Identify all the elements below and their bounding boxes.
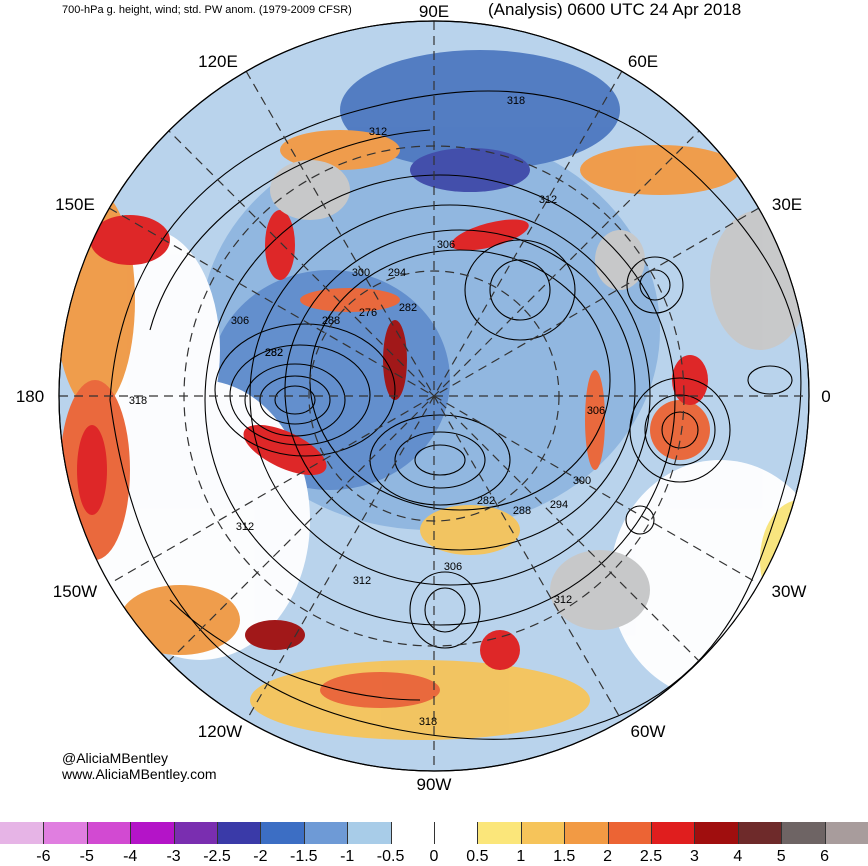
colorbar-swatch (86, 822, 131, 844)
colorbar-swatch (434, 822, 478, 844)
colorbar-swatch (651, 822, 695, 844)
author-handle: @AliciaMBentley (62, 750, 169, 766)
contour-label: 306 (444, 561, 462, 573)
colorbar-tick-label: 0.5 (466, 848, 489, 865)
colorbar-tick-label: -2.5 (203, 848, 231, 865)
contour-label: 276 (359, 307, 377, 319)
colorbar-tick-label: -1 (340, 848, 355, 865)
colorbar-swatch (260, 822, 304, 844)
contour-label: 318 (419, 716, 437, 728)
lon-label-120w: 120W (198, 722, 242, 741)
contour-label: 294 (550, 499, 568, 511)
colorbar-tick-label: 1.5 (553, 848, 576, 865)
lon-label-60e: 60E (628, 52, 658, 71)
contour-label: 282 (477, 495, 495, 507)
colorbar-tick-label: -0.5 (376, 848, 405, 865)
colorbar-swatch (43, 822, 87, 844)
colorbar-tick-label: -3 (166, 848, 181, 865)
author-website: www.AliciaMBentley.com (62, 766, 217, 782)
colorbar-swatch (173, 822, 217, 844)
lon-label-150e: 150E (55, 195, 95, 214)
lon-label-90e: 90E (419, 2, 449, 21)
colorbar-swatch (824, 822, 868, 844)
lon-label-150w: 150W (53, 582, 97, 601)
colorbar-tick-label: 3 (689, 848, 699, 865)
contour-label: 288 (513, 505, 531, 517)
contour-label: 282 (399, 302, 417, 314)
contour-label: 312 (554, 594, 572, 606)
lon-label-30e: 30E (772, 195, 802, 214)
colorbar-swatch (217, 822, 261, 844)
height-contours (109, 90, 802, 740)
colorbar-tick-label: 0 (429, 848, 439, 865)
colorbar-tick-label: 1 (516, 848, 526, 865)
lon-label-90w: 90W (417, 775, 452, 794)
pw-anomaly-field (59, 50, 809, 740)
lon-label-120e: 120E (198, 52, 238, 71)
pw-anomaly-colorbar: -6 -5 -4 -3 -2.5 -2 -1.5 -1 -0.5 0 0.5 1 1.5 2 2.5 3 4 5 6 (0, 822, 868, 865)
colorbar-swatch (0, 822, 44, 844)
product-title: 700-hPa g. height, wind; std. PW anom. (… (62, 4, 352, 16)
lon-label-180: 180 (16, 387, 44, 406)
contour-labels: 318 312 312 306 300 294 282 288 276 282 … (129, 95, 605, 728)
colorbar-swatch (130, 822, 174, 844)
lon-label-60w: 60W (631, 722, 666, 741)
colorbar-swatch (737, 822, 782, 844)
colorbar-tick-label: -5 (79, 848, 94, 865)
longitude-labels: 90E 60E 120E 150E 30E 180 0 150W 30W 120… (16, 2, 831, 794)
colorbar-swatch (347, 822, 391, 844)
contour-label: 294 (388, 267, 406, 279)
contour-label: 312 (236, 521, 254, 533)
valid-time-title: (Analysis) 0600 UTC 24 Apr 2018 (488, 0, 742, 19)
contour-label: 306 (231, 315, 249, 327)
contour-label: 306 (587, 405, 605, 417)
colorbar-swatch (607, 822, 651, 844)
colorbar-tick-label: -6 (36, 848, 51, 865)
lon-label-0: 0 (821, 387, 830, 406)
colorbar-tick-label: 2 (603, 848, 613, 865)
contour-label: 312 (369, 126, 387, 138)
colorbar-tick-label: 2.5 (639, 848, 663, 865)
contour-label: 282 (265, 347, 283, 359)
colorbar-swatch (520, 822, 565, 844)
colorbar-swatch (303, 822, 348, 844)
colorbar-tick-label: -4 (123, 848, 138, 865)
polar-map: 318 312 312 306 300 294 282 288 276 282 … (16, 2, 831, 794)
graticule (59, 21, 809, 771)
contour-label: 300 (573, 475, 591, 487)
colorbar-tick-label: -2 (253, 848, 268, 865)
colorbar-swatch (694, 822, 738, 844)
colorbar-tick-label: 5 (776, 848, 786, 865)
contour-label: 318 (129, 395, 147, 407)
contour-label: 288 (322, 315, 340, 327)
colorbar-swatch (781, 822, 825, 844)
colorbar-swatch (390, 822, 434, 844)
contour-label: 312 (539, 194, 557, 206)
contour-label: 318 (507, 95, 525, 107)
lon-label-30w: 30W (772, 582, 807, 601)
colorbar-swatch (564, 822, 608, 844)
contour-label: 282 (265, 347, 283, 359)
colorbar-tick-label: -1.5 (290, 848, 318, 865)
contour-label: 312 (353, 575, 371, 587)
colorbar-tick-label: 6 (820, 848, 830, 865)
colorbar-tick-label: 4 (733, 848, 743, 865)
contour-label: 306 (437, 239, 455, 251)
colorbar-swatch (477, 822, 521, 844)
contour-label: 300 (352, 267, 370, 279)
